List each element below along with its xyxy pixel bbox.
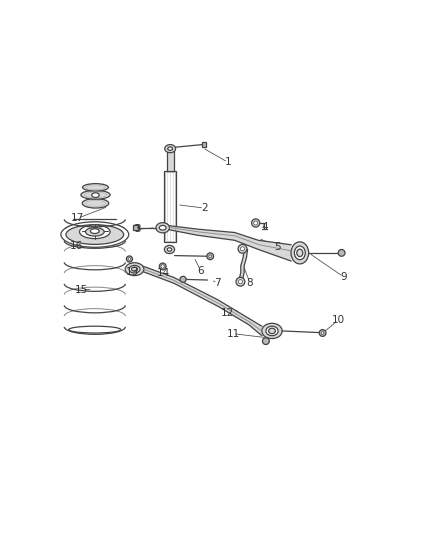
Text: 5: 5 <box>274 242 280 252</box>
Text: 13: 13 <box>126 267 139 277</box>
Text: 10: 10 <box>332 315 345 325</box>
Text: 6: 6 <box>198 266 204 276</box>
Ellipse shape <box>294 246 305 260</box>
Ellipse shape <box>297 249 303 256</box>
Polygon shape <box>144 266 262 336</box>
Polygon shape <box>170 225 291 261</box>
Text: 7: 7 <box>214 278 221 288</box>
Ellipse shape <box>291 242 309 264</box>
Text: 1: 1 <box>225 157 231 167</box>
Text: 17: 17 <box>71 213 85 223</box>
Circle shape <box>127 256 132 262</box>
Bar <box>165 172 175 241</box>
Ellipse shape <box>85 228 104 236</box>
Text: 2: 2 <box>201 203 208 213</box>
Ellipse shape <box>167 248 172 251</box>
Circle shape <box>251 219 260 227</box>
Ellipse shape <box>80 225 110 239</box>
Ellipse shape <box>83 184 108 191</box>
Text: 12: 12 <box>221 308 234 318</box>
Ellipse shape <box>92 193 99 198</box>
Circle shape <box>238 245 247 253</box>
Ellipse shape <box>159 225 166 230</box>
Circle shape <box>161 265 164 268</box>
Ellipse shape <box>266 326 278 336</box>
Ellipse shape <box>81 190 110 199</box>
Circle shape <box>209 255 212 257</box>
Circle shape <box>236 277 245 286</box>
Ellipse shape <box>165 144 176 153</box>
Ellipse shape <box>66 225 124 245</box>
Text: 15: 15 <box>75 285 88 295</box>
Ellipse shape <box>164 245 175 254</box>
Ellipse shape <box>82 199 109 208</box>
Bar <box>202 142 206 147</box>
Ellipse shape <box>168 147 173 150</box>
Ellipse shape <box>61 222 129 247</box>
Ellipse shape <box>131 267 138 271</box>
Text: 8: 8 <box>247 278 253 288</box>
Circle shape <box>240 247 244 251</box>
Circle shape <box>262 338 269 344</box>
Circle shape <box>128 257 131 260</box>
Polygon shape <box>239 249 247 281</box>
Text: 3: 3 <box>134 224 141 234</box>
Ellipse shape <box>125 263 144 276</box>
Bar <box>164 171 176 242</box>
Circle shape <box>238 280 243 284</box>
Text: 9: 9 <box>340 272 346 281</box>
Ellipse shape <box>262 324 282 338</box>
Circle shape <box>159 263 166 270</box>
Ellipse shape <box>156 223 170 233</box>
Circle shape <box>321 332 324 334</box>
Ellipse shape <box>69 326 121 333</box>
Text: 11: 11 <box>226 329 240 338</box>
Ellipse shape <box>90 229 99 233</box>
Ellipse shape <box>268 328 276 334</box>
Circle shape <box>207 253 214 260</box>
Bar <box>167 150 174 171</box>
Bar <box>133 225 138 230</box>
Text: 4: 4 <box>262 222 268 232</box>
Circle shape <box>180 276 186 282</box>
Text: 16: 16 <box>70 241 84 252</box>
Circle shape <box>134 225 140 231</box>
Circle shape <box>338 249 345 256</box>
Circle shape <box>254 221 258 225</box>
Text: 14: 14 <box>157 268 170 278</box>
Ellipse shape <box>129 265 140 273</box>
Circle shape <box>319 329 326 336</box>
